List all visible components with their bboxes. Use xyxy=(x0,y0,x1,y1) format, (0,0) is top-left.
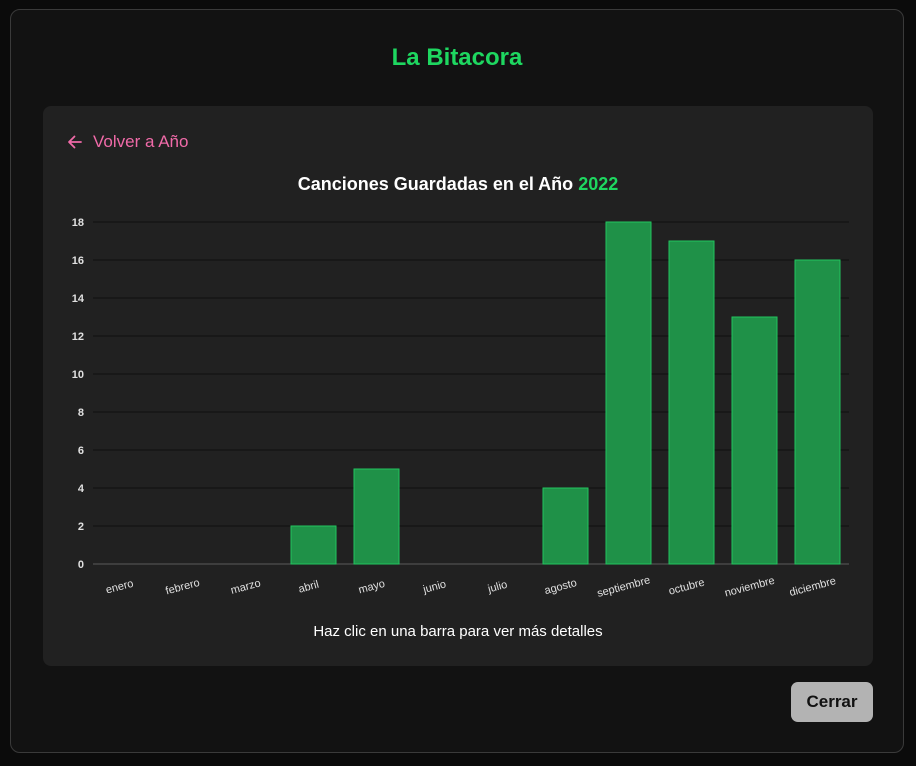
chart-title-year: 2022 xyxy=(578,174,619,194)
x-tick-label: enero xyxy=(105,578,135,597)
x-tick-label: abril xyxy=(297,579,320,596)
chart-hint: Haz clic en una barra para ver más detal… xyxy=(313,623,603,640)
x-tick-label: julio xyxy=(486,579,509,596)
y-tick-label: 10 xyxy=(72,369,84,381)
bar-mayo[interactable] xyxy=(353,468,400,565)
x-tick-label: febrero xyxy=(164,577,201,598)
y-tick-label: 2 xyxy=(78,521,84,533)
y-tick-label: 16 xyxy=(72,255,84,267)
x-tick-label: septiembre xyxy=(596,574,652,600)
y-tick-label: 4 xyxy=(78,483,85,495)
chart-title-text: Canciones Guardadas en el Año xyxy=(297,174,574,194)
y-tick-label: 12 xyxy=(72,331,84,343)
bar-agosto[interactable] xyxy=(542,487,589,565)
y-tick-label: 8 xyxy=(78,407,84,419)
bar-noviembre[interactable] xyxy=(731,316,778,565)
chart-panel: Volver a Año Canciones Guardadas en el A… xyxy=(43,106,873,666)
y-tick-label: 0 xyxy=(78,559,84,571)
bar-chart: 0 2 4 6 8 10 12 14 16 18 enero febrero marzo abril may… xyxy=(72,217,849,600)
x-tick-label: octubre xyxy=(667,577,706,598)
back-link-label: Volver a Año xyxy=(93,132,189,151)
bar-diciembre[interactable] xyxy=(794,259,841,565)
bar-abril[interactable] xyxy=(290,525,337,565)
x-tick-label: mayo xyxy=(357,578,386,597)
chart-title: Canciones Guardadas en el Año 2022 xyxy=(43,174,873,195)
close-button[interactable]: Cerrar xyxy=(791,682,873,722)
y-tick-label: 18 xyxy=(72,217,84,229)
x-tick-label: noviembre xyxy=(723,575,776,600)
x-tick-label: junio xyxy=(421,578,448,596)
back-to-year-link[interactable]: Volver a Año xyxy=(67,132,188,152)
bar-octubre[interactable] xyxy=(668,240,715,565)
x-tick-label: agosto xyxy=(543,577,578,597)
bar-septiembre[interactable] xyxy=(605,221,652,565)
x-tick-label: diciembre xyxy=(788,575,837,599)
y-tick-label: 6 xyxy=(78,445,84,457)
modal-title: La Bitacora xyxy=(391,44,523,71)
bitacora-modal: La Bitacora Volver a Año Canciones Guard… xyxy=(10,9,904,753)
arrow-left-icon xyxy=(67,134,83,150)
x-tick-label: marzo xyxy=(229,577,262,597)
y-tick-label: 14 xyxy=(72,293,85,305)
